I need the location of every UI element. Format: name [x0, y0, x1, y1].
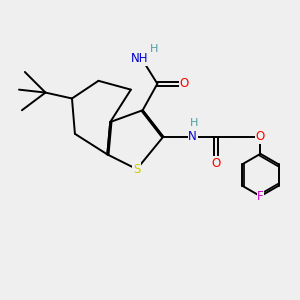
Text: H: H: [150, 44, 158, 54]
Text: N: N: [188, 130, 197, 143]
Text: O: O: [212, 157, 221, 170]
Text: O: O: [256, 130, 265, 143]
Text: F: F: [257, 190, 264, 203]
Text: S: S: [133, 163, 140, 176]
Text: O: O: [179, 77, 188, 90]
Text: NH: NH: [131, 52, 148, 65]
Text: H: H: [190, 118, 198, 128]
